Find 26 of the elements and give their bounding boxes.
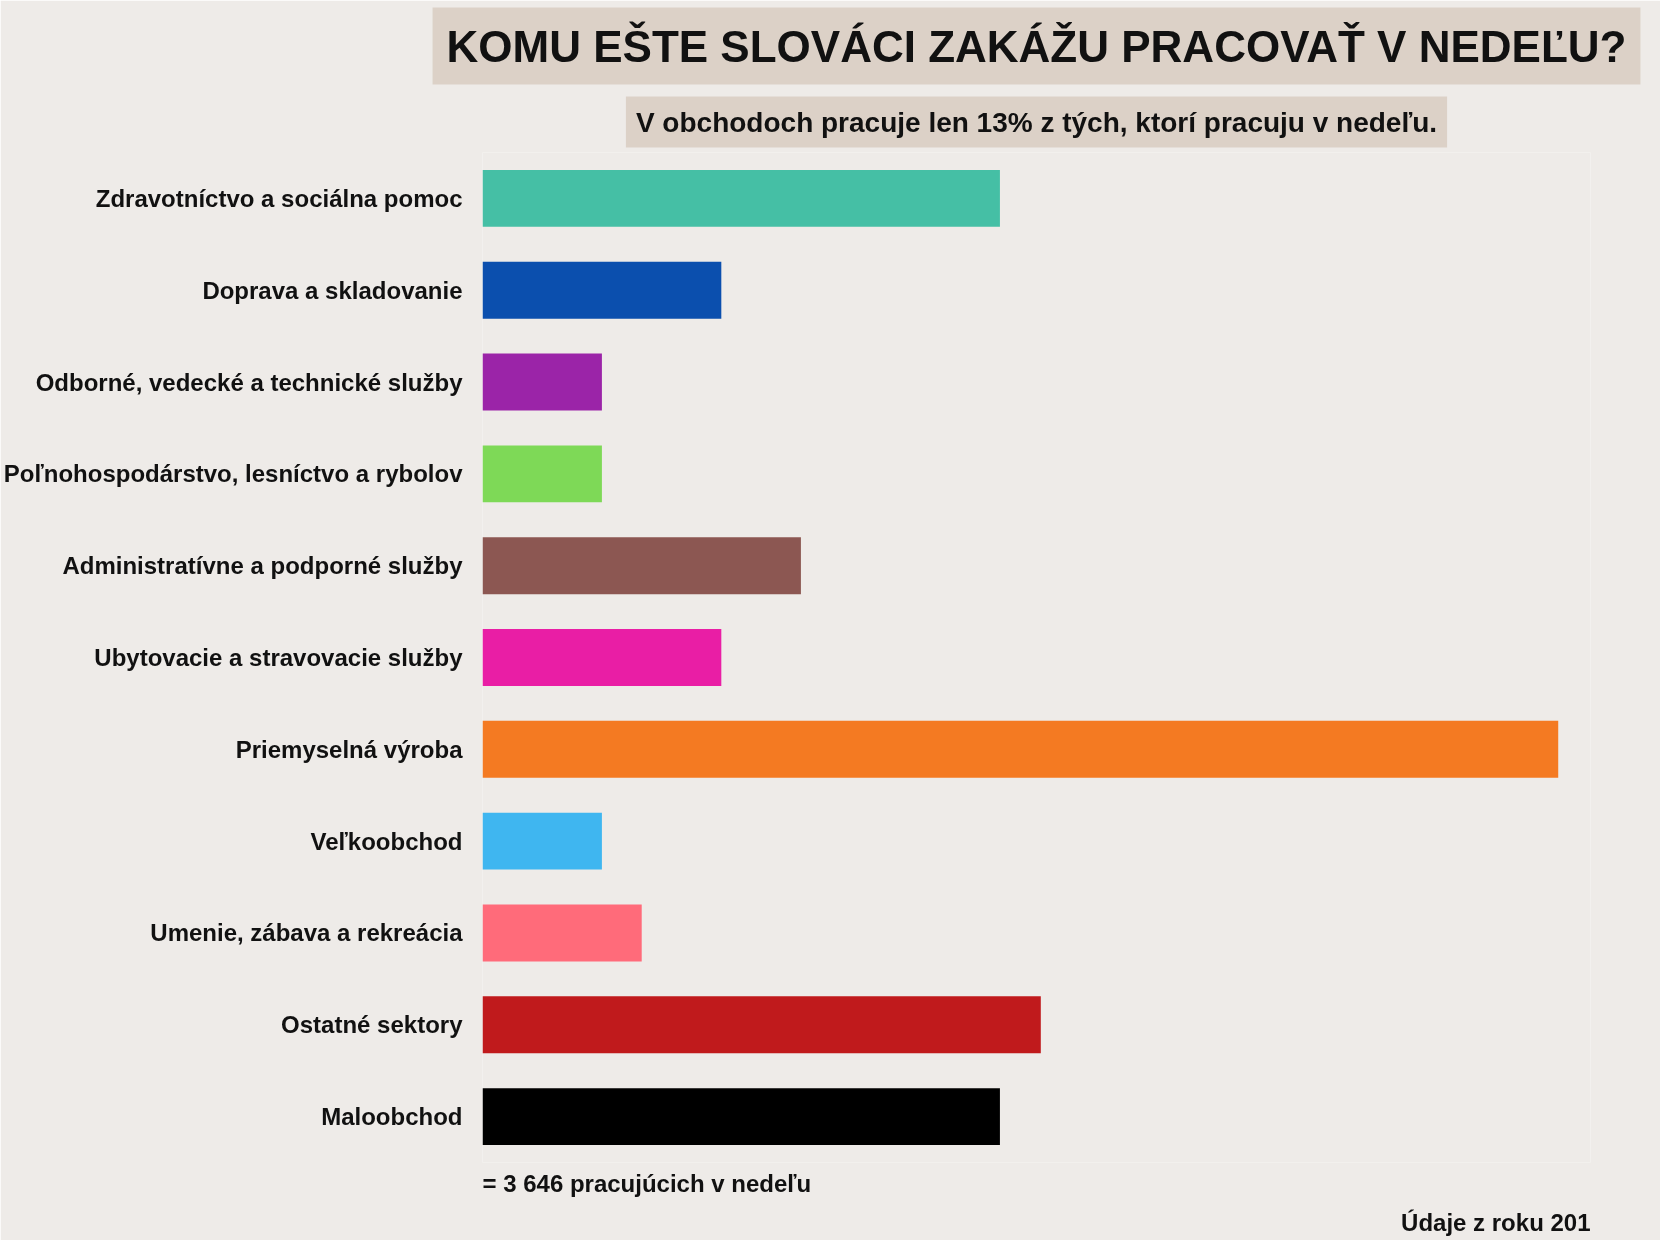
y-tick-label: Doprava a skladovanie: [202, 276, 463, 304]
bar: [482, 169, 1000, 227]
y-tick-label: Odborné, vedecké a technické služby: [35, 368, 464, 396]
bar: [482, 353, 602, 411]
y-tick-label: Ubytovacie a stravovacie služby: [94, 644, 464, 671]
chart-subtitle: V obchodoch pracuje len 13% z tých, ktorí pracuju v nedeľu.: [635, 106, 1438, 138]
bar: [482, 812, 602, 870]
text: = 3 646 pracujúcich v nedeľu: [482, 1169, 812, 1197]
bar: [482, 537, 801, 595]
text: Údaje z roku 201: [1401, 1208, 1591, 1236]
bar: [482, 261, 722, 319]
bar: [482, 996, 1041, 1054]
bar: [482, 1088, 1000, 1146]
bar: [482, 445, 602, 503]
y-tick-label: Maloobchod: [321, 1103, 463, 1131]
bar: [482, 629, 722, 686]
bar: [482, 904, 642, 962]
y-tick-label: Umenie, zábava a rekreácia: [150, 919, 464, 947]
y-tick-label: Poľnohospodárstvo, lesníctvo a rybolov: [3, 460, 464, 488]
y-tick-label: Ostatné sektory: [281, 1011, 464, 1039]
bar: [482, 720, 1559, 778]
chart-title: KOMU EŠTE SLOVÁCI ZAKÁŽU PRACOVAŤ V NEDEĽU?: [446, 20, 1627, 71]
y-tick-label: Zdravotníctvo a sociálna pomoc: [95, 184, 463, 212]
y-tick-label: Priemyselná výroba: [235, 735, 464, 763]
y-tick-label: Administratívne a podporné služby: [62, 552, 464, 580]
y-tick-label: Veľkoobchod: [310, 827, 463, 855]
